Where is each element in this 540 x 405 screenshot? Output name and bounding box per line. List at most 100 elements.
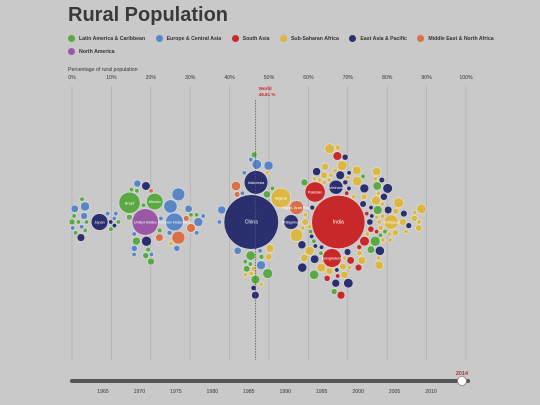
country-bubble[interactable] [251,159,262,170]
country-bubble-china[interactable] [223,194,279,250]
country-bubble[interactable] [372,167,382,177]
country-bubble[interactable] [141,181,151,191]
country-bubble[interactable] [133,179,142,188]
country-bubble[interactable] [340,270,349,279]
country-bubble[interactable] [320,171,328,179]
country-bubble[interactable] [344,248,352,256]
country-bubble[interactable] [387,237,393,243]
country-bubble[interactable] [193,217,204,227]
country-bubble[interactable] [375,246,385,256]
country-bubble[interactable] [380,201,385,207]
country-bubble[interactable] [335,144,341,151]
country-bubble[interactable] [403,229,409,235]
country-bubble[interactable] [367,245,375,254]
country-bubble[interactable] [300,178,309,187]
country-bubble[interactable] [416,203,427,214]
country-bubble[interactable] [342,255,348,261]
country-bubble[interactable] [245,250,256,261]
country-bubble-iran[interactable] [171,230,186,245]
country-bubble[interactable] [216,219,222,225]
country-bubble[interactable] [323,275,331,282]
country-bubble[interactable] [141,236,152,247]
country-bubble[interactable] [147,257,155,266]
country-bubble[interactable] [384,206,393,214]
country-bubble-pakistan[interactable] [304,181,326,203]
country-bubble-ethiopia[interactable] [383,214,399,230]
country-bubble[interactable] [243,265,251,273]
country-bubble[interactable] [321,179,327,185]
country-bubble[interactable] [380,193,388,201]
country-bubble-congo-dem-rep-[interactable] [289,228,304,242]
legend-item[interactable]: East Asia & Pacific [349,34,407,43]
country-bubble[interactable] [382,183,393,194]
country-bubble[interactable] [379,213,386,219]
country-bubble[interactable] [312,167,321,176]
country-bubble[interactable] [148,188,154,194]
country-bubble[interactable] [412,209,418,215]
country-bubble[interactable] [405,222,412,229]
country-bubble[interactable] [319,244,324,250]
country-bubble[interactable] [354,264,363,272]
country-bubble[interactable] [309,233,315,239]
country-bubble-brazil[interactable] [118,191,141,214]
country-bubble[interactable] [301,218,309,226]
country-bubble[interactable] [264,170,270,176]
country-bubble[interactable] [248,271,254,276]
country-bubble[interactable] [79,224,85,230]
country-bubble[interactable] [344,190,350,196]
country-bubble[interactable] [364,211,370,217]
country-bubble[interactable] [399,218,407,226]
country-bubble-philippines[interactable] [283,214,299,230]
country-bubble[interactable] [351,194,356,200]
country-bubble[interactable] [248,157,254,163]
country-bubble[interactable] [184,204,193,213]
country-bubble[interactable] [304,246,315,256]
country-bubble[interactable] [300,225,306,231]
country-bubble[interactable] [331,279,340,288]
country-bubble[interactable] [376,219,382,225]
country-bubble[interactable] [308,229,313,235]
country-bubble[interactable] [374,229,379,235]
country-bubble[interactable] [155,233,164,242]
country-bubble[interactable] [342,179,348,186]
country-bubble[interactable] [318,250,324,256]
country-bubble[interactable] [186,223,196,233]
country-bubble[interactable] [142,252,149,259]
country-bubble-united-states[interactable] [131,208,159,236]
country-bubble[interactable] [134,188,140,194]
country-bubble[interactable] [265,253,273,261]
country-bubble[interactable] [112,223,117,229]
country-bubble[interactable] [336,291,346,300]
country-bubble[interactable] [392,207,400,215]
country-bubble[interactable] [375,190,381,196]
country-bubble[interactable] [258,254,265,260]
country-bubble[interactable] [242,272,248,278]
country-bubble[interactable] [73,230,79,236]
country-bubble[interactable] [131,231,137,237]
country-bubble[interactable] [111,215,117,221]
country-bubble[interactable] [309,204,315,211]
country-bubble[interactable] [374,214,380,220]
country-bubble[interactable] [332,151,342,161]
country-bubble[interactable] [157,227,163,234]
country-bubble-india[interactable] [311,195,366,249]
country-bubble[interactable] [311,238,317,244]
country-bubble[interactable] [346,170,352,176]
country-bubble[interactable] [347,265,353,270]
country-bubble[interactable] [70,204,79,213]
country-bubble[interactable] [76,219,81,225]
legend-item[interactable]: North America [68,47,115,56]
country-bubble[interactable] [129,187,134,193]
country-bubble[interactable] [391,229,399,237]
country-bubble[interactable] [250,285,257,291]
country-bubble[interactable] [334,267,340,273]
country-bubble[interactable] [131,245,138,252]
country-bubble[interactable] [105,211,111,217]
country-bubble[interactable] [378,177,385,183]
country-bubble[interactable] [377,225,384,231]
country-bubble[interactable] [370,236,381,247]
country-bubble-japan[interactable] [91,213,109,231]
country-bubble[interactable] [332,167,338,173]
country-bubble[interactable] [131,251,137,257]
country-bubble[interactable] [400,210,408,218]
